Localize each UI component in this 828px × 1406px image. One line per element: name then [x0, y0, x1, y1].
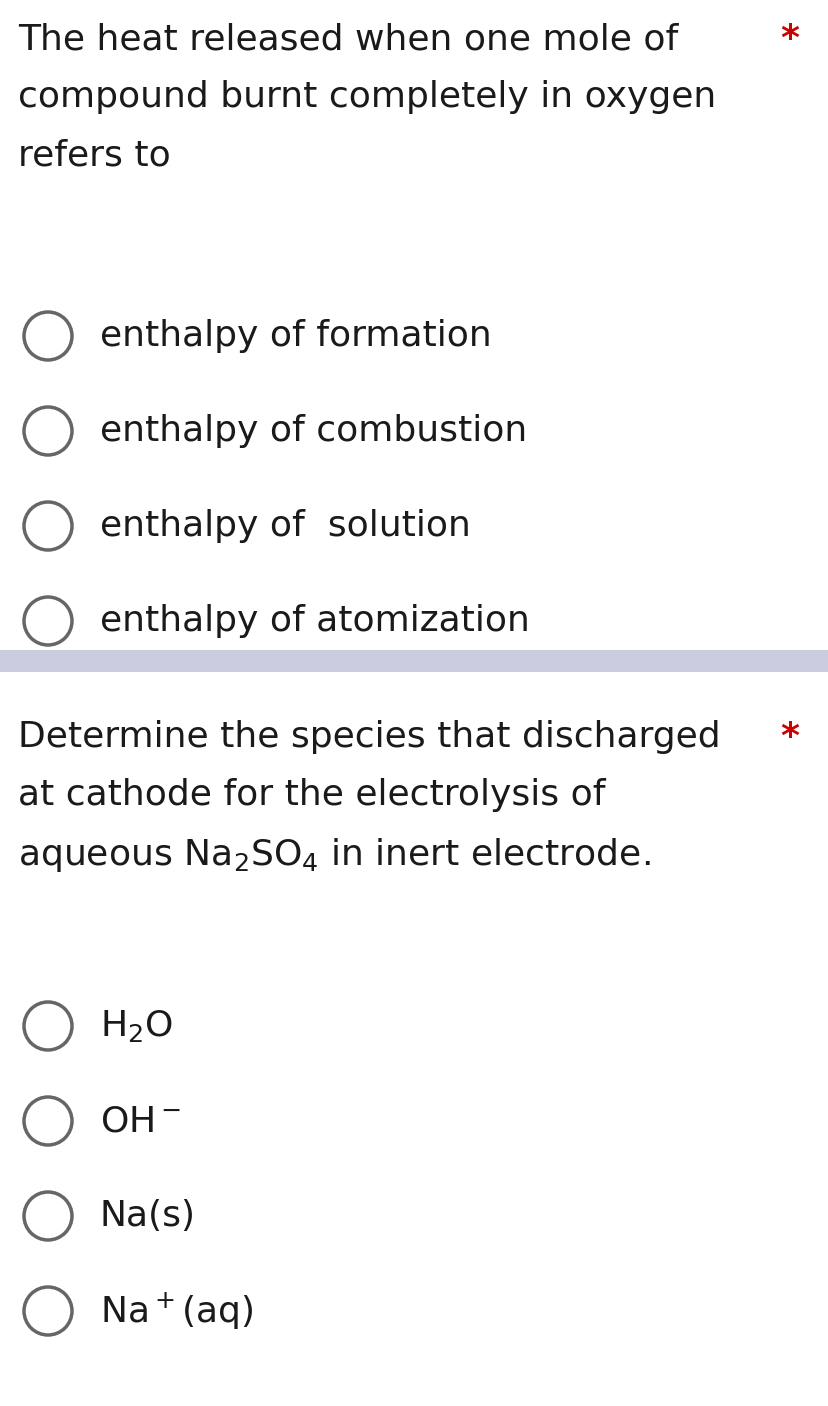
Bar [0, 650, 828, 672]
Text: *: * [779, 22, 798, 56]
Text: OH$^-$: OH$^-$ [100, 1104, 181, 1137]
Text: Na(s): Na(s) [100, 1199, 195, 1233]
Text: refers to: refers to [18, 138, 171, 172]
Text: enthalpy of  solution: enthalpy of solution [100, 509, 470, 543]
Text: H$_2$O: H$_2$O [100, 1008, 173, 1045]
Text: Determine the species that discharged: Determine the species that discharged [18, 720, 720, 754]
Text: enthalpy of combustion: enthalpy of combustion [100, 413, 527, 449]
Text: enthalpy of formation: enthalpy of formation [100, 319, 491, 353]
Text: at cathode for the electrolysis of: at cathode for the electrolysis of [18, 778, 604, 813]
Text: The heat released when one mole of: The heat released when one mole of [18, 22, 677, 56]
Text: compound burnt completely in oxygen: compound burnt completely in oxygen [18, 80, 715, 114]
Text: enthalpy of atomization: enthalpy of atomization [100, 605, 529, 638]
Text: aqueous Na$_2$SO$_4$ in inert electrode.: aqueous Na$_2$SO$_4$ in inert electrode. [18, 837, 650, 875]
Text: Na$^+$(aq): Na$^+$(aq) [100, 1291, 253, 1331]
Text: *: * [779, 720, 798, 754]
